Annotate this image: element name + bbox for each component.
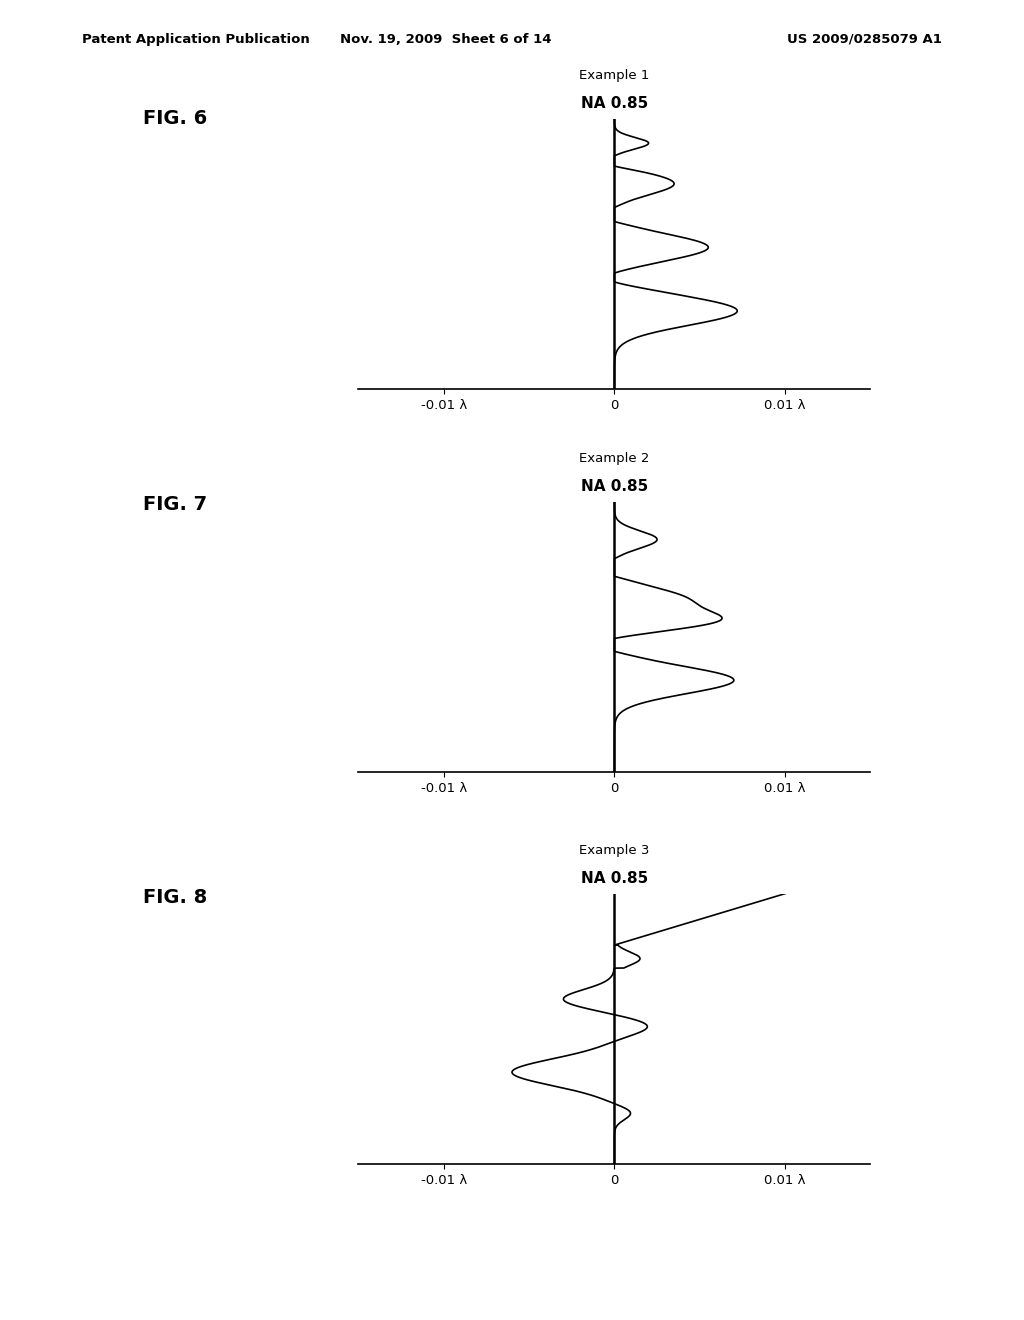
Text: NA 0.85: NA 0.85 (581, 871, 648, 886)
Text: FIG. 8: FIG. 8 (143, 888, 208, 907)
Text: FIG. 6: FIG. 6 (143, 110, 208, 128)
Text: FIG. 7: FIG. 7 (143, 495, 208, 513)
Text: Nov. 19, 2009  Sheet 6 of 14: Nov. 19, 2009 Sheet 6 of 14 (340, 33, 551, 46)
Text: NA 0.85: NA 0.85 (581, 479, 648, 494)
Text: US 2009/0285079 A1: US 2009/0285079 A1 (787, 33, 942, 46)
Text: Example 2: Example 2 (580, 451, 649, 465)
Text: Example 3: Example 3 (580, 843, 649, 857)
Text: Patent Application Publication: Patent Application Publication (82, 33, 309, 46)
Text: NA 0.85: NA 0.85 (581, 96, 648, 111)
Text: Example 1: Example 1 (580, 69, 649, 82)
